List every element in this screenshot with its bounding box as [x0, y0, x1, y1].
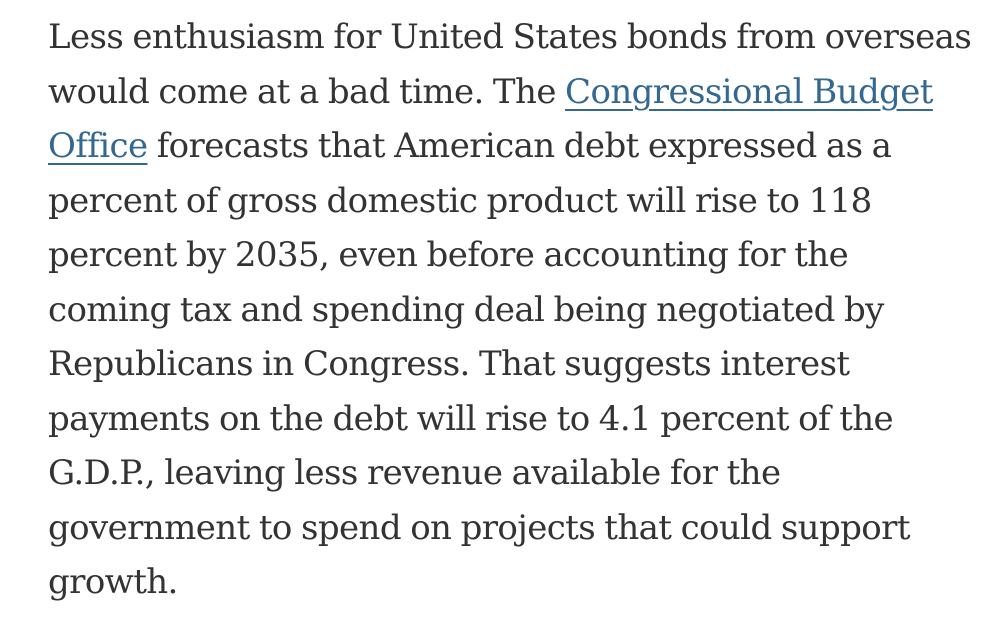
congressional-budget-office-link[interactable]: Congressional Budget Office: [48, 71, 933, 167]
paragraph-text-after: forecasts that American debt expressed a…: [48, 126, 911, 602]
article-body: Less enthusiasm for United States bonds …: [48, 10, 978, 610]
paragraph-text-before: Less enthusiasm for United States bonds …: [48, 17, 972, 112]
article-paragraph: Less enthusiasm for United States bonds …: [48, 10, 978, 610]
